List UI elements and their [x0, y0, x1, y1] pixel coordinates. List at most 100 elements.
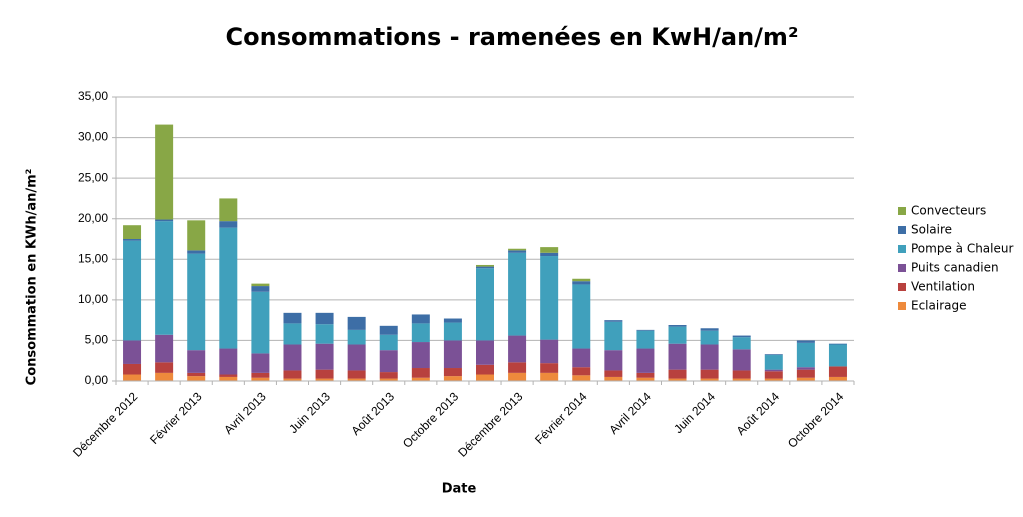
- bar-segment: [540, 363, 559, 373]
- bar-segment: [700, 328, 719, 331]
- x-tick-label: Juin 2013: [286, 389, 333, 436]
- bar-segment: [572, 348, 591, 368]
- bar-segment: [283, 312, 302, 324]
- legend-swatch: [898, 264, 906, 272]
- bar-segment: [443, 376, 462, 381]
- bar-segment: [796, 377, 815, 381]
- legend-swatch: [898, 302, 906, 310]
- bar-segment: [476, 268, 494, 341]
- x-tick-label: Avril 2013: [221, 389, 269, 437]
- bar-segment: [187, 350, 206, 373]
- x-tick-label: Décembre 2013: [455, 389, 526, 460]
- bar-segment: [443, 368, 462, 377]
- bar-segment: [283, 323, 302, 345]
- bar-segment: [796, 342, 815, 368]
- bar-segment: [411, 377, 430, 381]
- bar-segment: [700, 378, 719, 381]
- bar-segment: [508, 362, 527, 373]
- bar-segment: [251, 291, 270, 354]
- bar-segment: [668, 325, 687, 327]
- bar-segment: [572, 278, 591, 282]
- bar-segment: [572, 367, 591, 376]
- legend-swatch: [898, 245, 906, 253]
- bar-segment: [572, 284, 591, 349]
- bar-segment: [604, 350, 623, 371]
- legend-swatch: [898, 207, 906, 215]
- bar-segment: [764, 354, 783, 356]
- bar-segment: [379, 378, 398, 381]
- bar-segment: [251, 377, 270, 381]
- bar-segment: [251, 283, 270, 287]
- x-tick-label: Février 2013: [147, 389, 205, 447]
- bar-segment: [347, 378, 366, 381]
- bar-segment: [123, 225, 142, 239]
- x-tick-label: Juin 2014: [671, 389, 718, 436]
- bar-segment: [219, 221, 238, 228]
- bar-segment: [700, 369, 719, 379]
- bar-segment: [155, 219, 174, 222]
- bar-segment: [764, 355, 783, 370]
- bar-segment: [476, 264, 494, 267]
- bar-segment: [251, 372, 270, 378]
- legend-label: Solaire: [911, 223, 952, 237]
- y-tick-label: 25,00: [78, 170, 108, 184]
- bar-segment: [732, 370, 751, 379]
- bar-segment: [187, 220, 206, 251]
- bar-segment: [732, 337, 751, 350]
- bar-segment: [123, 340, 142, 364]
- bar-segment: [732, 378, 751, 381]
- bar-segment: [155, 372, 174, 381]
- bar-segment: [604, 320, 623, 322]
- x-axis-title: Date: [442, 482, 477, 497]
- x-tick-label: Février 2014: [532, 389, 590, 447]
- bar-segment: [828, 343, 847, 345]
- bar-segment: [187, 376, 206, 381]
- bar-segment: [668, 378, 687, 381]
- bar-segment: [251, 353, 270, 373]
- bar-segment: [476, 266, 494, 269]
- bar-segment: [700, 330, 719, 345]
- bar-segment: [219, 348, 238, 375]
- legend-label: Puits canadien: [911, 261, 999, 275]
- bar-segment: [540, 247, 559, 253]
- bar-segment: [123, 240, 142, 341]
- bar-segment: [476, 364, 494, 375]
- bar-segment: [443, 340, 462, 369]
- bar-segment: [155, 124, 174, 220]
- bar-segment: [508, 250, 527, 253]
- bar-segment: [219, 198, 238, 222]
- legend-label: Pompe à Chaleur: [911, 242, 1013, 256]
- legend-swatch: [898, 283, 906, 291]
- bar-segment: [283, 344, 302, 371]
- bar-segment: [283, 378, 302, 381]
- bar-segment: [540, 372, 559, 381]
- x-tick-label: Octobre 2013: [400, 389, 462, 451]
- bar-segment: [411, 368, 430, 378]
- y-tick-label: 20,00: [78, 211, 108, 225]
- y-tick-label: 30,00: [78, 130, 108, 144]
- bar-segment: [219, 374, 238, 377]
- bar-segment: [347, 370, 366, 379]
- x-tick-label: Octobre 2014: [785, 389, 847, 451]
- bar-segment: [540, 256, 559, 340]
- x-tick-label: Août 2014: [734, 389, 783, 438]
- bar-segment: [379, 325, 398, 335]
- bar-segment: [604, 321, 623, 351]
- bar-segment: [411, 342, 430, 369]
- y-tick-label: 35,00: [78, 89, 108, 103]
- bar-segment: [379, 350, 398, 373]
- bar-segment: [668, 369, 687, 379]
- bar-segment: [636, 329, 655, 331]
- bar-segment: [443, 318, 462, 323]
- bar-segment: [828, 376, 847, 381]
- bar-segment: [636, 372, 655, 378]
- bar-segment: [347, 344, 366, 371]
- bar-segment: [668, 326, 687, 344]
- bar-segment: [219, 227, 238, 349]
- bar-segment: [732, 335, 751, 338]
- bar-segment: [476, 340, 494, 365]
- bar-segment: [796, 369, 815, 378]
- bar-segment: [508, 252, 527, 336]
- bar-segment: [315, 378, 334, 381]
- bar-segment: [155, 334, 174, 363]
